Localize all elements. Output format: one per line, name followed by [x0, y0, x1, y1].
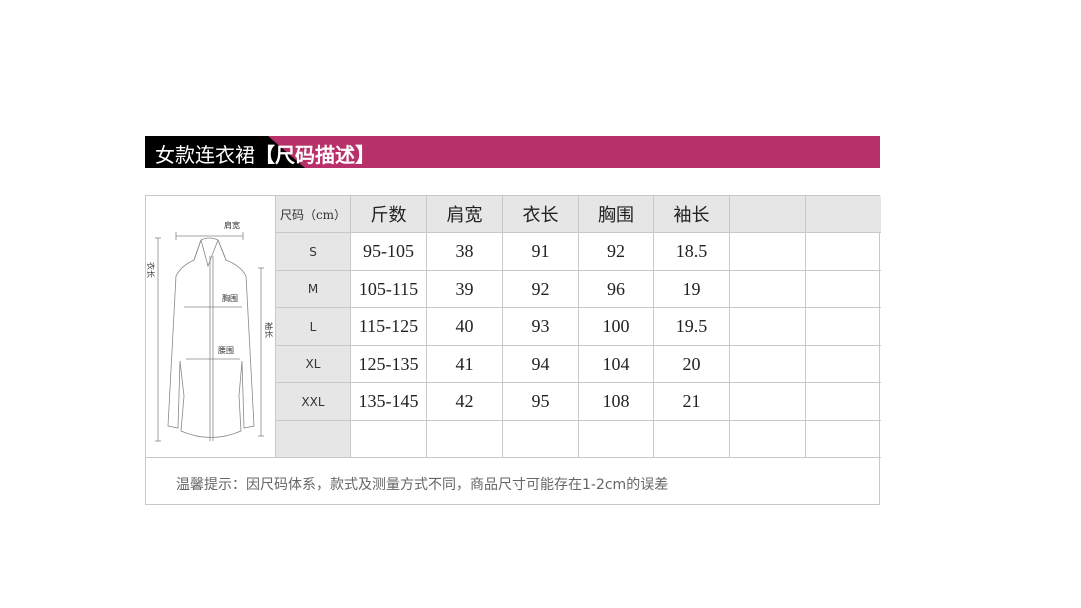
value-cell: 105-115 [351, 271, 427, 308]
label-chest: 胸围 [222, 293, 238, 303]
value-cell: 95 [503, 383, 579, 421]
title-banner: 女款连衣裙【尺码描述】 [145, 136, 880, 168]
value-cell [730, 271, 806, 308]
value-cell: 42 [427, 383, 503, 421]
value-cell: 18.5 [654, 233, 730, 271]
value-cell: 95-105 [351, 233, 427, 271]
value-cell: 104 [579, 346, 654, 383]
value-cell [806, 308, 881, 346]
value-cell [806, 346, 881, 383]
value-cell: 108 [579, 383, 654, 421]
value-cell [806, 271, 881, 308]
value-cell: 21 [654, 383, 730, 421]
header-cell: 斤数 [351, 196, 427, 233]
size-cell: XXL [276, 383, 351, 421]
header-cell: 肩宽 [427, 196, 503, 233]
size-cell: S [276, 233, 351, 271]
value-cell: 39 [427, 271, 503, 308]
label-length: 衣长 [146, 262, 156, 278]
value-cell [806, 421, 881, 458]
value-cell [654, 421, 730, 458]
value-cell [730, 346, 806, 383]
banner-title: 女款连衣裙【尺码描述】 [155, 139, 375, 168]
value-cell: 20 [654, 346, 730, 383]
header-cell [806, 196, 881, 233]
title-main: 女款连衣裙 [155, 143, 255, 167]
value-cell: 91 [503, 233, 579, 271]
value-cell: 19.5 [654, 308, 730, 346]
shirt-diagram: 肩宽 胸围 腰围 衣长 袖长 [146, 196, 276, 458]
size-cell [276, 421, 351, 458]
value-cell: 135-145 [351, 383, 427, 421]
value-cell: 125-135 [351, 346, 427, 383]
value-cell [730, 308, 806, 346]
title-bracket: 【尺码描述】 [255, 143, 375, 167]
warm-tip-note: 温馨提示：因尺码体系，款式及测量方式不同，商品尺寸可能存在1-2cm的误差 [176, 477, 669, 493]
value-cell: 93 [503, 308, 579, 346]
header-cell [730, 196, 806, 233]
value-cell [579, 421, 654, 458]
value-cell [427, 421, 503, 458]
header-cell: 尺码（cm） [276, 196, 351, 233]
header-cell: 袖长 [654, 196, 730, 233]
value-cell [730, 233, 806, 271]
value-cell [503, 421, 579, 458]
size-cell: L [276, 308, 351, 346]
value-cell [730, 383, 806, 421]
value-cell: 115-125 [351, 308, 427, 346]
value-cell [806, 233, 881, 271]
value-cell: 41 [427, 346, 503, 383]
value-cell: 92 [579, 233, 654, 271]
label-waist: 腰围 [218, 346, 234, 355]
value-cell [806, 383, 881, 421]
value-cell: 40 [427, 308, 503, 346]
value-cell: 92 [503, 271, 579, 308]
value-cell: 19 [654, 271, 730, 308]
size-cell: M [276, 271, 351, 308]
header-cell: 衣长 [503, 196, 579, 233]
value-cell [351, 421, 427, 458]
value-cell: 96 [579, 271, 654, 308]
header-cell: 胸围 [579, 196, 654, 233]
value-cell: 94 [503, 346, 579, 383]
size-cell: XL [276, 346, 351, 383]
value-cell: 100 [579, 308, 654, 346]
label-sleeve: 袖长 [264, 322, 274, 338]
size-table: 肩宽 胸围 腰围 衣长 袖长 温馨提示：因尺码体系，款式及测量方式不同，商品尺寸… [145, 195, 881, 505]
value-cell: 38 [427, 233, 503, 271]
value-cell [730, 421, 806, 458]
shirt-outline-icon: 肩宽 胸围 腰围 衣长 袖长 [146, 220, 274, 442]
label-shoulder: 肩宽 [224, 220, 240, 230]
